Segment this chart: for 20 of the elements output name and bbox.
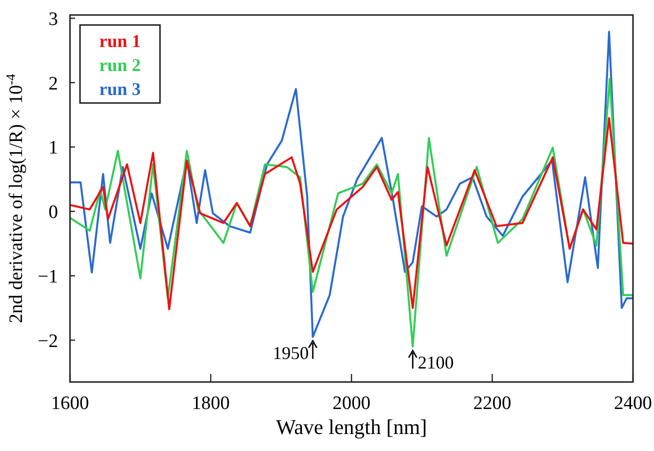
y-tick-label: 2 — [48, 73, 58, 94]
line-series — [70, 117, 633, 310]
x-tick-label: 2000 — [332, 393, 370, 414]
y-tick-label: −2 — [38, 330, 58, 352]
text: run 1 — [99, 31, 141, 51]
y-tick-label: 0 — [48, 202, 58, 224]
line-series — [70, 78, 633, 348]
text: run 2 — [99, 55, 141, 75]
y-tick-label: 3 — [48, 8, 58, 30]
y-tick-label: 1 — [48, 138, 58, 159]
x-tick-label: 2200 — [473, 393, 512, 414]
x-axis-title: Wave length [nm] — [276, 415, 428, 439]
x-tick-label: 1600 — [51, 393, 89, 414]
y-tick-label: −1 — [38, 266, 58, 288]
text: run 3 — [99, 79, 141, 99]
x-tick-label: 2400 — [614, 393, 652, 414]
line-series — [70, 30, 633, 338]
x-tick-label: 1800 — [192, 393, 230, 414]
annotation: 2100 — [418, 352, 454, 373]
annotation: 1950 — [272, 342, 309, 363]
